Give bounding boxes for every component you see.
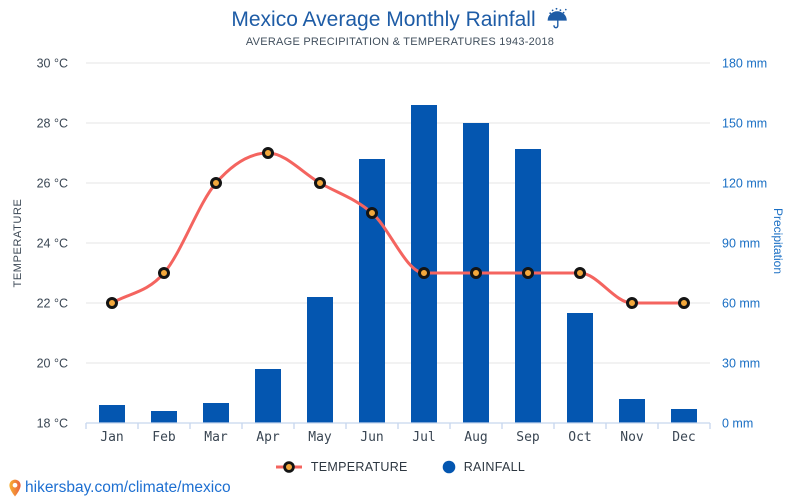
rainfall-legend-marker-icon xyxy=(442,460,455,474)
right-axis-tick: 150 mm xyxy=(722,117,767,131)
legend-label-rainfall: RAINFALL xyxy=(463,460,526,474)
footer-link[interactable]: hikersbay.com/climate/mexico xyxy=(25,479,231,496)
left-axis-tick: 30 °C xyxy=(37,57,68,71)
rainfall-bar-sep xyxy=(515,149,541,423)
temperature-point-mar xyxy=(210,177,222,189)
footer: hikersbay.com/climate/mexico xyxy=(8,479,231,497)
rainfall-bar-jun xyxy=(359,159,385,423)
right-axis-tick: 90 mm xyxy=(722,237,760,251)
rainfall-bar-feb xyxy=(151,411,177,423)
month-label-nov: Nov xyxy=(620,430,644,445)
rainfall-bar-oct xyxy=(567,313,593,423)
umbrella-rain-icon xyxy=(547,7,567,29)
rainfall-bar-jan xyxy=(99,405,125,423)
right-axis-tick: 0 mm xyxy=(722,417,753,431)
month-label-jun: Jun xyxy=(360,430,383,445)
right-axis-tick: 120 mm xyxy=(722,177,767,191)
month-label-jul: Jul xyxy=(412,430,435,445)
chart-title-row: Mexico Average Monthly Rainfall xyxy=(0,7,800,32)
temperature-point-sep xyxy=(522,267,534,279)
temperature-point-dec xyxy=(678,297,690,309)
month-label-jan: Jan xyxy=(100,430,123,445)
temperature-legend-marker-icon xyxy=(275,461,302,473)
right-axis-tick: 180 mm xyxy=(722,57,767,71)
temperature-point-apr xyxy=(262,147,274,159)
month-label-apr: Apr xyxy=(256,430,280,445)
temperature-point-jan xyxy=(106,297,118,309)
temperature-point-jun xyxy=(366,207,378,219)
rainfall-bar-apr xyxy=(255,369,281,423)
rainfall-bar-dec xyxy=(671,409,697,423)
left-axis-tick: 18 °C xyxy=(37,417,68,431)
right-axis-tick: 60 mm xyxy=(722,297,760,311)
month-label-mar: Mar xyxy=(204,430,228,445)
temperature-point-aug xyxy=(470,267,482,279)
month-label-sep: Sep xyxy=(516,430,540,445)
temperature-point-nov xyxy=(626,297,638,309)
page-title: Mexico Average Monthly Rainfall xyxy=(231,8,536,31)
rainfall-bar-jul xyxy=(411,105,437,423)
month-label-dec: Dec xyxy=(672,430,695,445)
left-axis-tick: 22 °C xyxy=(37,297,68,311)
left-axis-tick: 28 °C xyxy=(37,117,68,131)
legend-item-rainfall[interactable]: RAINFALL xyxy=(442,460,525,474)
rainfall-bar-may xyxy=(307,297,333,423)
chart-subtitle: AVERAGE PRECIPITATION & TEMPERATURES 194… xyxy=(245,36,555,48)
month-label-may: May xyxy=(308,430,332,445)
temperature-point-may xyxy=(314,177,326,189)
left-axis-tick: 24 °C xyxy=(37,237,68,251)
month-label-oct: Oct xyxy=(568,430,591,445)
month-label-feb: Feb xyxy=(152,430,176,445)
legend-label-temperature: TEMPERATURE xyxy=(310,460,408,474)
location-pin-icon xyxy=(9,479,21,497)
temperature-point-oct xyxy=(574,267,586,279)
left-axis-tick: 26 °C xyxy=(37,177,68,191)
temperature-point-jul xyxy=(418,267,430,279)
temperature-line xyxy=(111,151,684,305)
temperature-point-feb xyxy=(158,267,170,279)
left-axis-tick: 20 °C xyxy=(37,357,68,371)
rainfall-bar-mar xyxy=(203,403,229,423)
legend: TEMPERATURE RAINFALL xyxy=(0,460,800,474)
rainfall-bar-nov xyxy=(619,399,645,423)
month-label-aug: Aug xyxy=(464,430,487,445)
right-axis-tick: 30 mm xyxy=(722,357,760,371)
legend-item-temperature[interactable]: TEMPERATURE xyxy=(275,460,408,474)
